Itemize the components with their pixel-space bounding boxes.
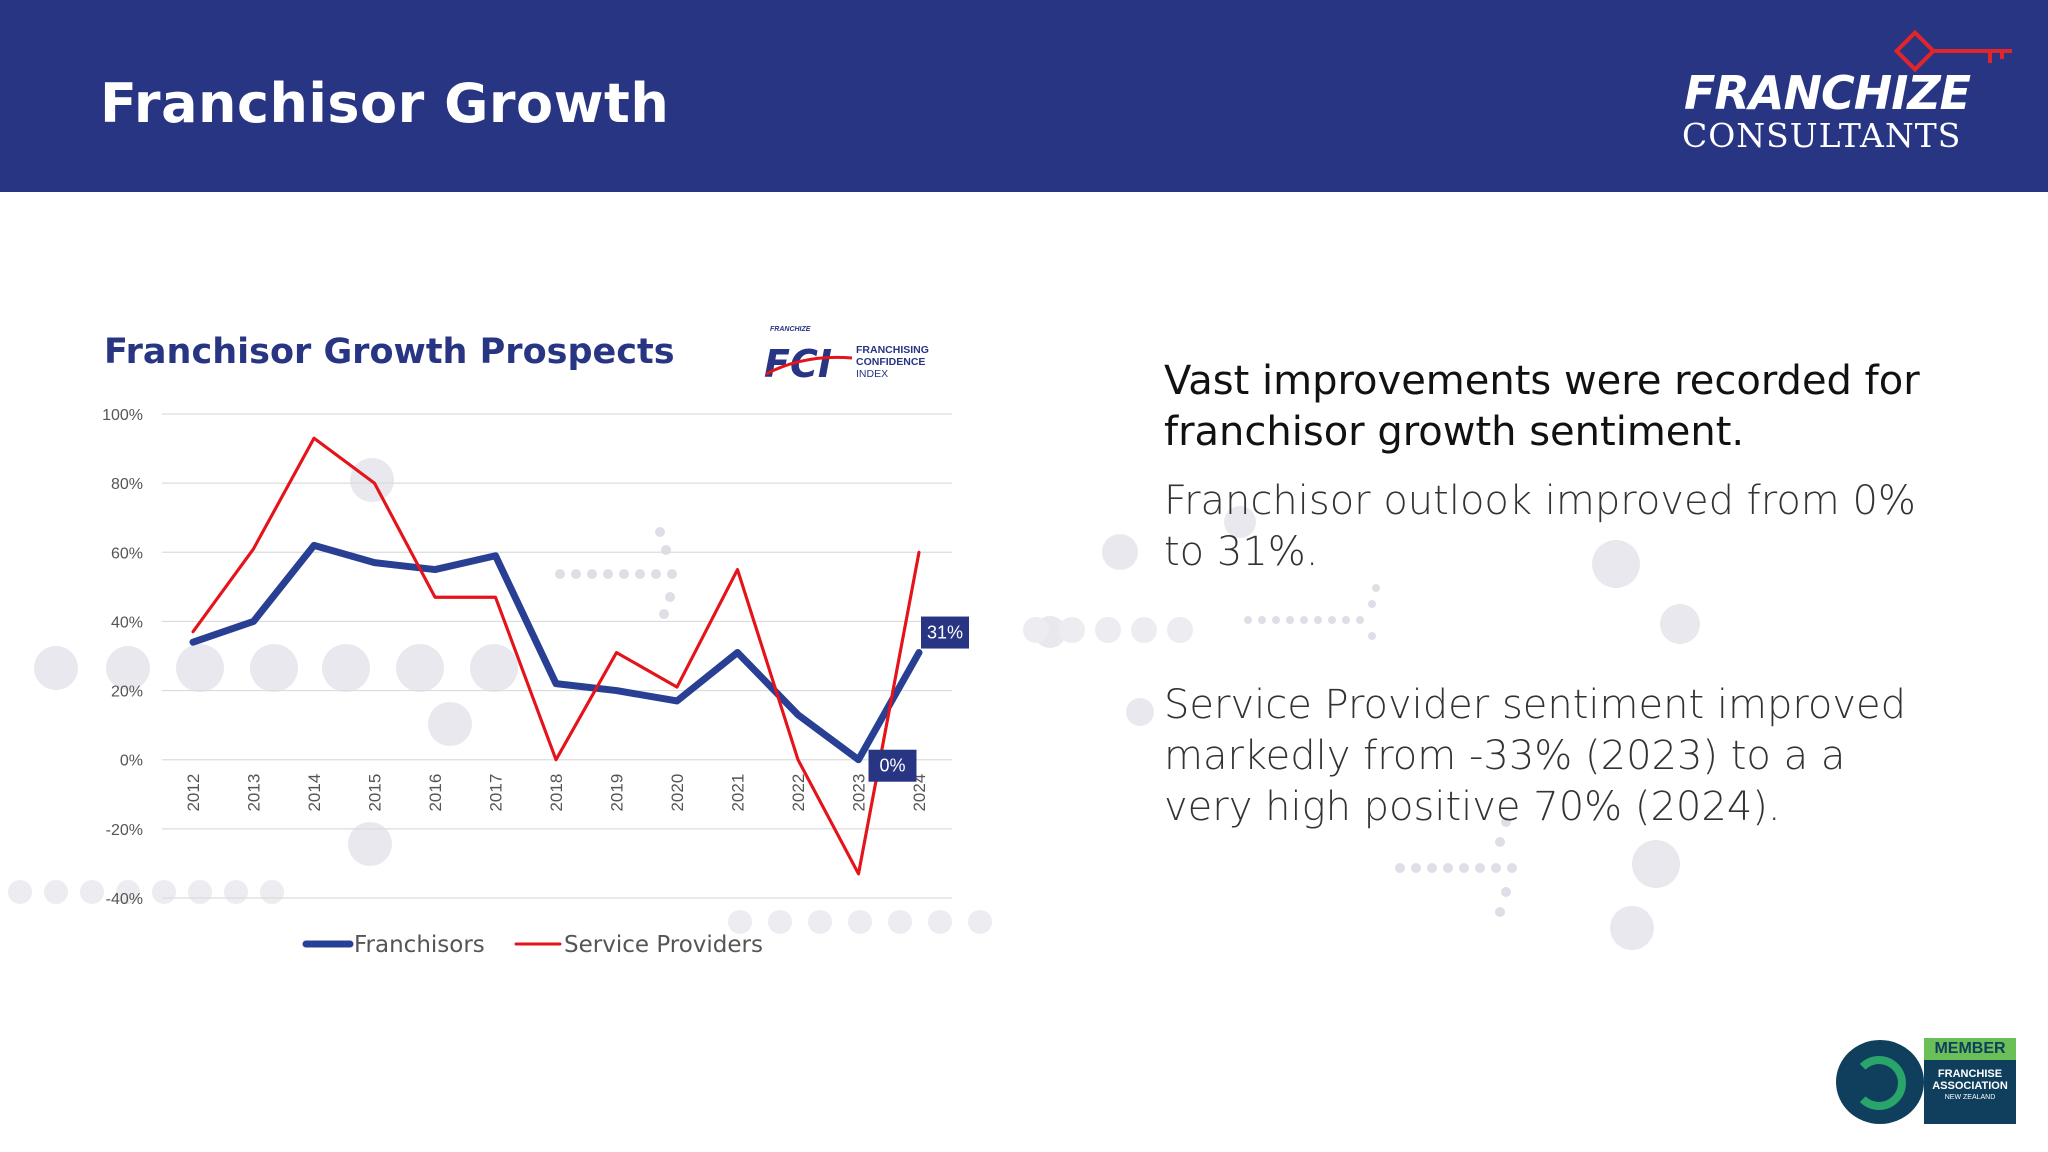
y-tick-label: 60% xyxy=(111,545,143,562)
x-tick-label: 2016 xyxy=(426,774,445,812)
fanz-emblem-icon xyxy=(1836,1040,1924,1124)
header-bar: Franchisor Growth FRANCHIZE CONSULTANTS xyxy=(0,0,2048,192)
fci-mark: FCI xyxy=(764,342,832,386)
y-tick-label: -20% xyxy=(106,822,143,839)
background-dot-arrows xyxy=(8,458,1700,950)
logo-wordmark: FRANCHIZE xyxy=(1684,66,1971,120)
data-label: 31% xyxy=(927,623,963,643)
key-icon xyxy=(1893,30,2012,73)
line-chart: 100% 80% 60% 40% 20% 0% -20% -40% 2012 2013 2014 20… xyxy=(102,407,969,958)
data-label: 0% xyxy=(879,756,905,776)
x-tick-label: 2014 xyxy=(305,774,324,812)
fci-caption-line1: FRANCHISING xyxy=(856,344,929,356)
association-label: FRANCHISE ASSOCIATION NEW ZEALAND xyxy=(1924,1060,2016,1124)
x-tick-label: 2017 xyxy=(487,774,506,812)
x-tick-label: 2020 xyxy=(668,774,687,812)
y-tick-label: 20% xyxy=(111,684,143,701)
association-line3: NEW ZEALAND xyxy=(1944,1094,1996,1101)
data-label-box xyxy=(921,616,969,649)
x-tick-label: 2023 xyxy=(850,774,869,812)
franchisor-outlook-paragraph: Franchisor outlook improved from 0% to 3… xyxy=(1164,478,1916,575)
legend-label: Franchisors xyxy=(354,932,485,958)
y-tick-label: -40% xyxy=(106,891,143,908)
fci-caption-line2: CONFIDENCE xyxy=(856,356,926,368)
fci-brand-text: FRANCHIZE xyxy=(770,326,811,333)
x-tick-label: 2024 xyxy=(910,774,929,812)
member-badge: MEMBER FRANCHISE ASSOCIATION NEW ZEALAND xyxy=(1836,1038,2016,1124)
x-tick-label: 2022 xyxy=(789,774,808,812)
franchize-consultants-logo: FRANCHIZE CONSULTANTS xyxy=(1680,30,2020,160)
fci-caption-line3: INDEX xyxy=(856,368,889,380)
text-panel: Vast improvements were recorded for fran… xyxy=(1164,356,1924,833)
x-tick-label: 2012 xyxy=(184,774,203,812)
association-line2: ASSOCIATION xyxy=(1932,1080,2008,1092)
x-tick-label: 2018 xyxy=(547,774,566,812)
slide-title: Franchisor Growth xyxy=(100,72,670,135)
data-label-box xyxy=(868,749,917,782)
y-tick-label: 80% xyxy=(111,476,143,493)
x-tick-label: 2021 xyxy=(729,774,748,812)
fci-swoosh-icon xyxy=(765,355,853,376)
logo-subtitle: CONSULTANTS xyxy=(1682,116,1962,155)
association-line1: FRANCHISE xyxy=(1937,1068,2003,1080)
series-line-franchisors xyxy=(189,541,923,764)
x-tick-label: 2015 xyxy=(366,774,385,812)
x-tick-label: 2013 xyxy=(245,774,264,812)
y-tick-label: 100% xyxy=(102,407,143,424)
y-tick-label: 0% xyxy=(120,753,143,770)
member-label: MEMBER xyxy=(1924,1038,2016,1060)
x-tick-label: 2019 xyxy=(608,774,627,812)
chart-title: Franchisor Growth Prospects xyxy=(104,332,675,372)
fci-logo: FRANCHIZE FCI FRANCHISING CONFIDENCE IND… xyxy=(764,320,944,386)
summary-paragraph: Vast improvements were recorded for fran… xyxy=(1164,358,1920,455)
legend-label: Service Providers xyxy=(564,932,763,958)
fci-caption: FRANCHISING CONFIDENCE INDEX xyxy=(856,344,956,380)
series-line-service-providers-overlay xyxy=(191,436,921,876)
y-tick-label: 40% xyxy=(111,614,143,631)
service-provider-paragraph: Service Provider sentiment improved mark… xyxy=(1164,682,1907,830)
